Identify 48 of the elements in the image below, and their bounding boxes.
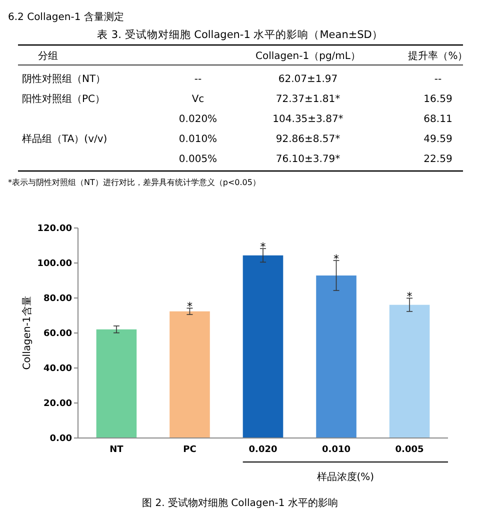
y-tick-label: 60.00 xyxy=(44,329,72,339)
text: 72.37±1.81* xyxy=(276,94,340,105)
text: 76.10±3.79* xyxy=(276,154,340,165)
text: 62.07±1.97 xyxy=(278,74,338,85)
x-tick-label: 0.020 xyxy=(248,445,278,455)
y-tick-label: 40.00 xyxy=(44,364,72,374)
text: 阴性对照组（NT） xyxy=(22,74,106,85)
bar xyxy=(242,255,284,438)
annotation: * xyxy=(260,240,266,254)
annotation: * xyxy=(334,252,340,266)
category-label: 提升率（%） xyxy=(408,50,468,62)
bar xyxy=(389,304,430,438)
text: 表 3. 受试物对细胞 Collagen-1 水平的影响（Mean±SD） xyxy=(97,28,383,41)
y-tick-label: 0.00 xyxy=(50,434,72,444)
text: 阳性对照组（PC） xyxy=(22,94,106,105)
text: 0.005% xyxy=(178,154,218,165)
x-axis-title: 样品浓度(%) xyxy=(316,471,374,483)
y-tick-label: 100.00 xyxy=(37,259,72,269)
text: 0.010% xyxy=(178,134,218,145)
text: 16.59 xyxy=(424,94,452,105)
text: 图 2. 受试物对细胞 Collagen-1 水平的影响 xyxy=(142,497,338,509)
text: 样品组（TA）(v/v) xyxy=(22,134,108,145)
text: Vc xyxy=(192,94,204,105)
y-axis-title: Collagen-1含量 xyxy=(21,296,33,370)
category-label: Collagen-1（pg/mL） xyxy=(256,51,360,62)
text: 104.35±3.87* xyxy=(272,114,344,125)
y-tick-label: 20.00 xyxy=(44,399,72,409)
category-label: 分组 xyxy=(38,50,58,62)
text: *表示与阴性对照组（NT）进行对比，差异具有统计学意义（p<0.05） xyxy=(8,178,260,187)
y-tick-label: 80.00 xyxy=(44,294,72,304)
text: 49.59 xyxy=(424,134,452,145)
annotation: * xyxy=(406,290,413,304)
text: 22.59 xyxy=(424,154,452,165)
x-tick-label: 0.010 xyxy=(322,445,350,455)
text: 0.020% xyxy=(178,114,218,125)
text: 68.11 xyxy=(424,114,452,125)
bar xyxy=(170,311,210,438)
text: 6.2 Collagen-1 含量测定 xyxy=(8,11,124,23)
text: -- xyxy=(434,74,442,85)
text: 92.86±8.57* xyxy=(276,134,340,145)
x-tick-label: 0.005 xyxy=(395,445,424,455)
x-tick-label: NT xyxy=(110,445,124,455)
bar xyxy=(96,329,137,438)
annotation: * xyxy=(186,300,193,314)
y-tick-label: 120.00 xyxy=(37,224,72,234)
text: -- xyxy=(194,74,202,85)
bar xyxy=(316,275,356,438)
x-tick-label: PC xyxy=(183,445,197,455)
